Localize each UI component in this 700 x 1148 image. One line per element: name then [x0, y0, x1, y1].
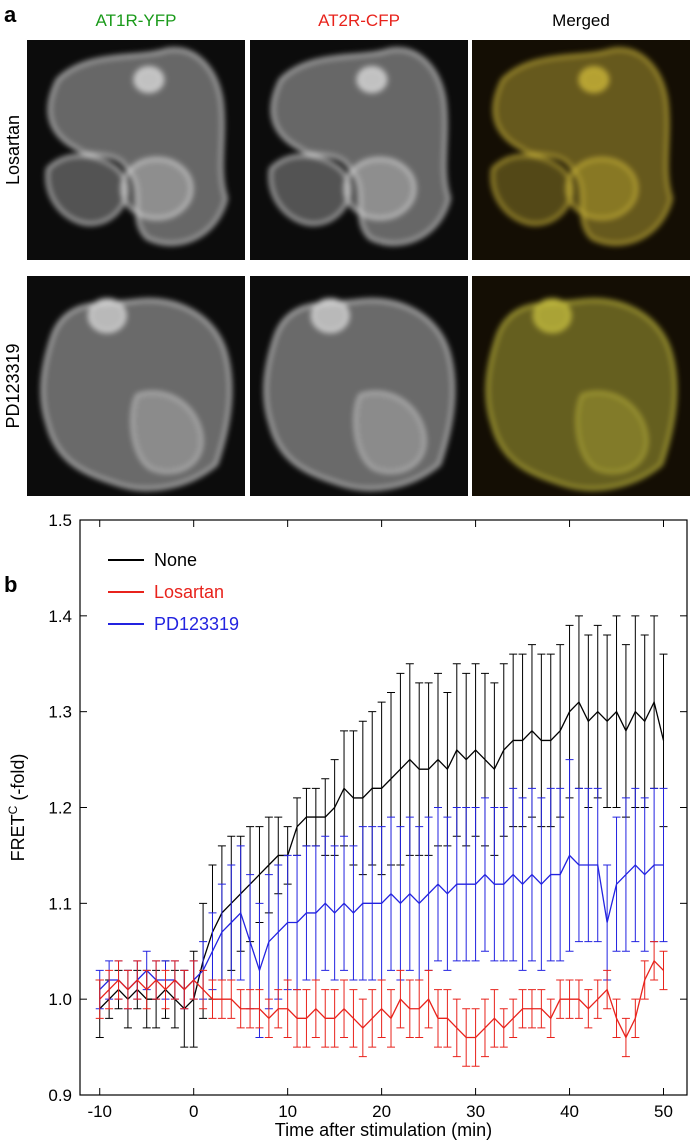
row-label: PD123319: [3, 343, 23, 428]
x-axis-label: Time after stimulation (min): [275, 1120, 492, 1140]
cell-image: [265, 300, 453, 489]
cell-image: [47, 49, 226, 244]
x-tick-label: 20: [372, 1102, 391, 1121]
legend-label: None: [154, 550, 197, 570]
x-tick-label: -10: [87, 1102, 112, 1121]
series-line: [99, 959, 664, 1039]
x-tick-label: 40: [560, 1102, 579, 1121]
y-label-main: FRET: [8, 814, 28, 861]
y-label-sup: C: [6, 805, 20, 814]
cell-image: [270, 49, 449, 244]
y-label-rest: (-fold): [8, 754, 28, 806]
y-tick-label: 0.9: [48, 1086, 72, 1105]
y-tick-label: 1.3: [48, 703, 72, 722]
cell-image: [42, 300, 230, 489]
column-title: AT2R-CFP: [318, 11, 400, 30]
x-tick-label: 50: [654, 1102, 673, 1121]
chart: 0.9 1.0 1.1 1.2 1.3 1.4 1.5 -10 0 10 20 30 40 50 Time …: [6, 511, 688, 1140]
row-label: Losartan: [3, 115, 23, 185]
x-tick-label: 10: [278, 1102, 297, 1121]
y-axis-label: FRETC (-fold): [6, 754, 28, 862]
y-tick-label: 1.5: [48, 511, 72, 530]
cell-image: [492, 49, 671, 244]
plot-frame: [79, 519, 688, 1096]
legend-label: PD123319: [154, 614, 239, 634]
column-title: Merged: [552, 11, 610, 30]
x-tick-label: 0: [189, 1102, 198, 1121]
micrograph-grid: AT1R-YFP AT2R-CFP Merged Losartan PD123319: [3, 11, 690, 496]
column-title: AT1R-YFP: [96, 11, 177, 30]
x-tick-label: 30: [466, 1102, 485, 1121]
y-tick-label: 1.2: [48, 799, 72, 818]
cell-image: [487, 300, 675, 489]
panel-label: a: [4, 2, 17, 27]
y-tick-label: 1.0: [48, 990, 72, 1009]
y-tick-label: 1.1: [48, 894, 72, 913]
panel-label: b: [4, 572, 17, 597]
legend-label: Losartan: [154, 582, 224, 602]
y-tick-label: 1.4: [48, 607, 72, 626]
